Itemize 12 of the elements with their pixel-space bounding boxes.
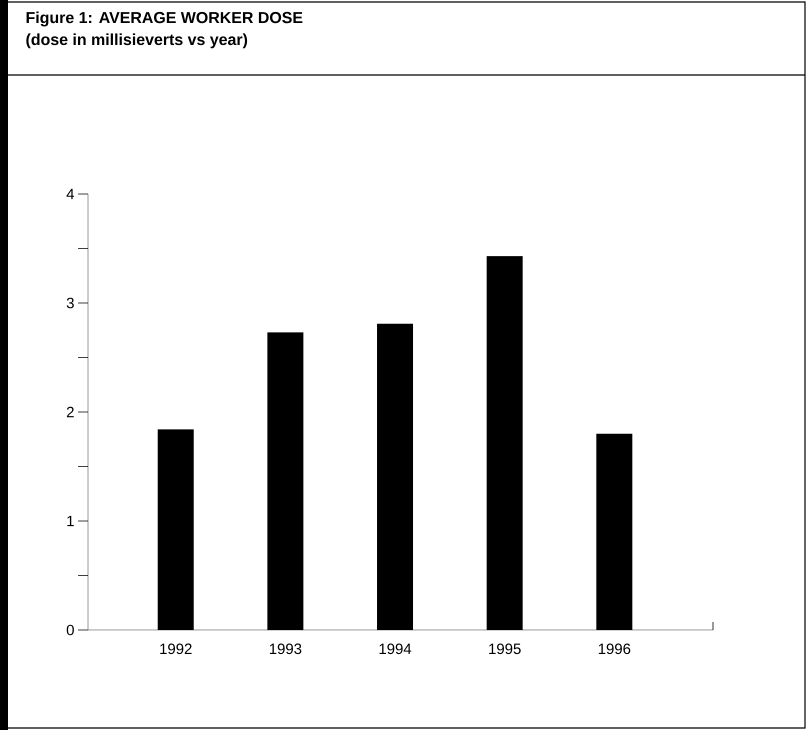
y-tick-label: 2 (66, 406, 74, 418)
y-tick-label: 4 (66, 188, 74, 200)
chart-title: Figure 1: AVERAGE WORKER DOSE (26, 12, 302, 26)
x-tick-label: 1996 (598, 644, 630, 654)
x-tick-label: 1992 (160, 644, 192, 654)
y-tick-label: 3 (66, 298, 74, 308)
x-tick-label: 1993 (270, 644, 302, 654)
y-tick-label: 1 (67, 516, 74, 526)
x-tick-label: 1994 (380, 644, 412, 654)
y-tick-label: 0 (66, 624, 74, 636)
x-tick-label: 1995 (489, 644, 521, 654)
chart-subtitle: (dose in millisieverts vs year) (26, 33, 248, 48)
